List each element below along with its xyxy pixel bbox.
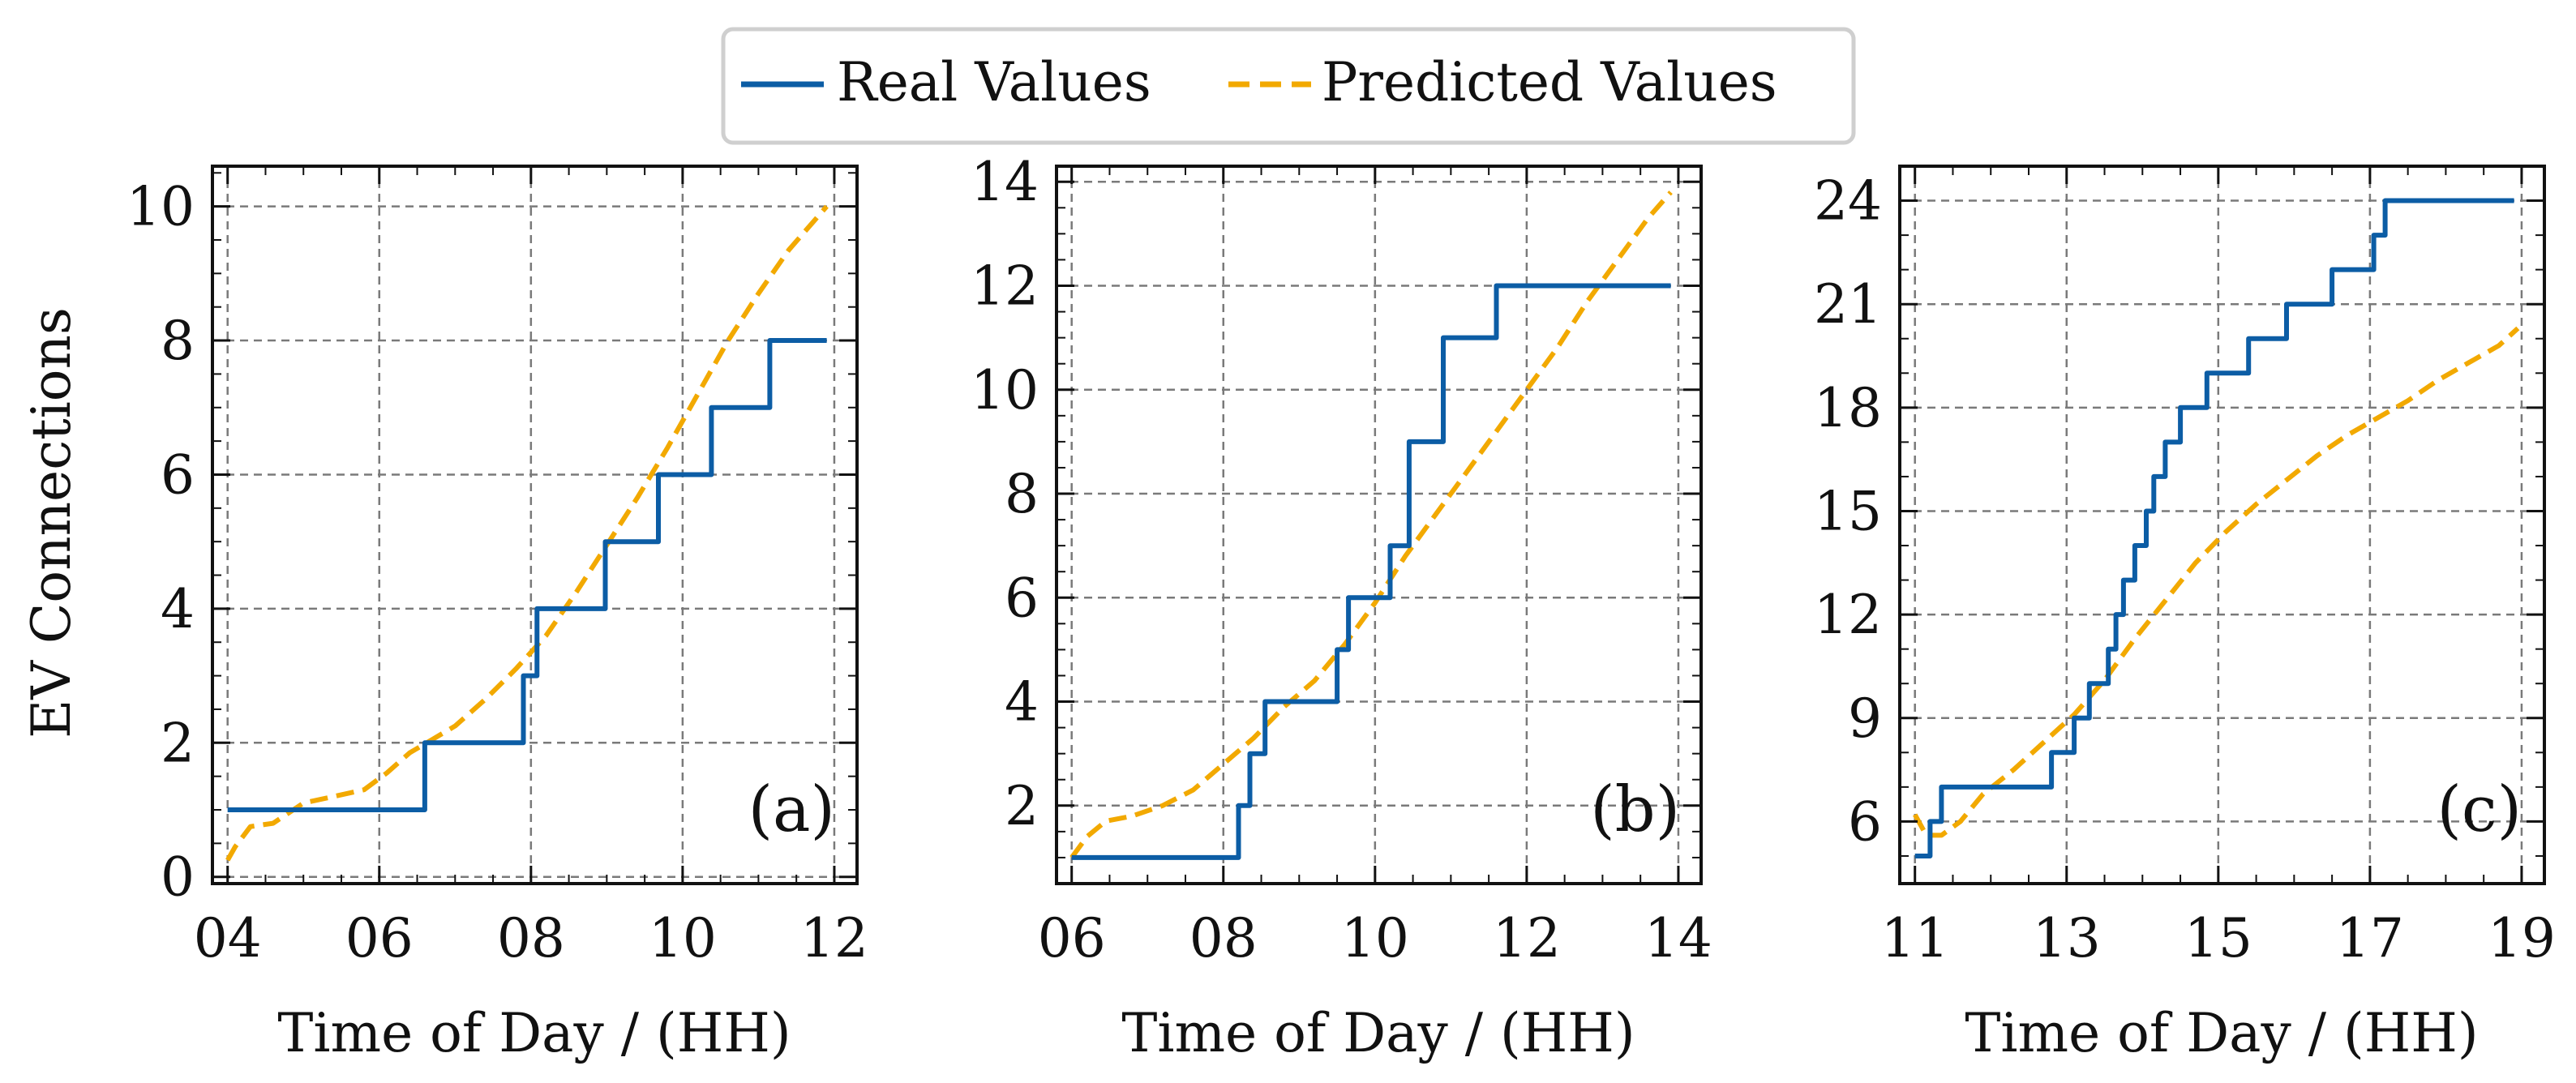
y-tick-label: 10 (971, 359, 1039, 422)
panel-a-tick-labels: 04 06 08 10 12 0 2 4 6 8 10 (126, 176, 868, 970)
x-tick-label: 04 (194, 907, 262, 970)
panel-b: 06 08 10 12 14 2 4 6 8 10 12 14 (b) Time of Day / (… (971, 151, 1712, 1064)
y-tick-label: 8 (161, 310, 195, 372)
y-tick-label: 14 (971, 151, 1039, 213)
x-tick-label: 19 (2488, 907, 2556, 970)
y-tick-label: 15 (1814, 480, 1882, 542)
y-tick-label: 6 (1848, 790, 1882, 853)
x-tick-label: 15 (2184, 907, 2252, 970)
x-tick-label: 10 (1341, 907, 1409, 970)
x-tick-label: 10 (649, 907, 717, 970)
series-predicted-values-line (1069, 190, 1673, 859)
y-tick-label: 0 (161, 846, 195, 909)
series-real-values-line (1071, 283, 1671, 860)
y-tick-label: 6 (161, 443, 195, 506)
x-tick-label: 12 (1493, 907, 1561, 970)
y-tick-label: 12 (971, 255, 1039, 318)
panel-b-x-axis-label: Time of Day / (HH) (1121, 1002, 1635, 1064)
x-tick-label: 08 (497, 907, 565, 970)
panel-b-label: (b) (1590, 773, 1680, 846)
y-tick-label: 2 (1005, 775, 1039, 837)
y-tick-label: 10 (126, 176, 195, 238)
panel-a: 04 06 08 10 12 0 2 4 6 8 10 (a) Time of Day / (HH) (126, 165, 868, 1064)
series-predicted-values-line (1913, 326, 2520, 838)
y-tick-label: 9 (1848, 687, 1882, 750)
legend-label-real: Real Values (837, 51, 1151, 113)
panel-c-grid (1900, 166, 2544, 884)
legend-frame (721, 27, 1856, 145)
panel-b-ticks (1057, 166, 1701, 884)
panel-c-label: (c) (2437, 773, 2522, 846)
y-tick-label: 24 (1814, 170, 1882, 233)
panel-c-ticks (1900, 165, 2544, 884)
y-tick-label: 4 (1005, 671, 1039, 734)
series-predicted-values-line (225, 204, 829, 862)
legend: Real Values Predicted Values (721, 27, 1856, 145)
y-tick-label: 18 (1814, 377, 1882, 439)
y-tick-label: 8 (1005, 463, 1039, 525)
x-tick-label: 08 (1189, 907, 1258, 970)
x-tick-label: 11 (1881, 907, 1949, 970)
y-tick-label: 12 (1814, 584, 1882, 646)
panel-c-series (1913, 198, 2520, 858)
panel-a-series (225, 204, 829, 862)
panel-c-frame (1898, 165, 2546, 885)
y-tick-label: 2 (161, 712, 195, 774)
y-tick-label: 4 (161, 578, 195, 640)
legend-label-predicted: Predicted Values (1322, 51, 1777, 113)
panel-c-x-axis-label: Time of Day / (HH) (1965, 1002, 2478, 1064)
panel-a-ticks (212, 166, 857, 884)
y-axis-label: EV Connections (20, 307, 83, 738)
panel-a-frame (211, 165, 859, 885)
panel-c: 11 13 15 17 19 6 9 12 15 18 21 24 (c) Time of Day /… (1814, 165, 2556, 1064)
x-tick-label: 17 (2336, 907, 2404, 970)
panel-a-label: (a) (748, 773, 835, 846)
panel-b-tick-labels: 06 08 10 12 14 2 4 6 8 10 12 14 (971, 151, 1712, 970)
x-tick-label: 06 (345, 907, 414, 970)
y-tick-label: 6 (1005, 567, 1039, 629)
x-tick-label: 12 (800, 907, 868, 970)
x-tick-label: 14 (1644, 907, 1712, 970)
series-real-values-line (227, 338, 827, 812)
y-tick-label: 21 (1814, 273, 1882, 336)
panel-b-series (1069, 190, 1673, 860)
panel-a-x-axis-label: Time of Day / (HH) (277, 1002, 791, 1064)
panel-c-tick-labels: 11 13 15 17 19 6 9 12 15 18 21 24 (1814, 170, 2556, 970)
x-tick-label: 06 (1038, 907, 1106, 970)
series-real-values-line (1914, 198, 2514, 858)
panel-b-frame (1055, 165, 1703, 885)
x-tick-label: 13 (2033, 907, 2101, 970)
